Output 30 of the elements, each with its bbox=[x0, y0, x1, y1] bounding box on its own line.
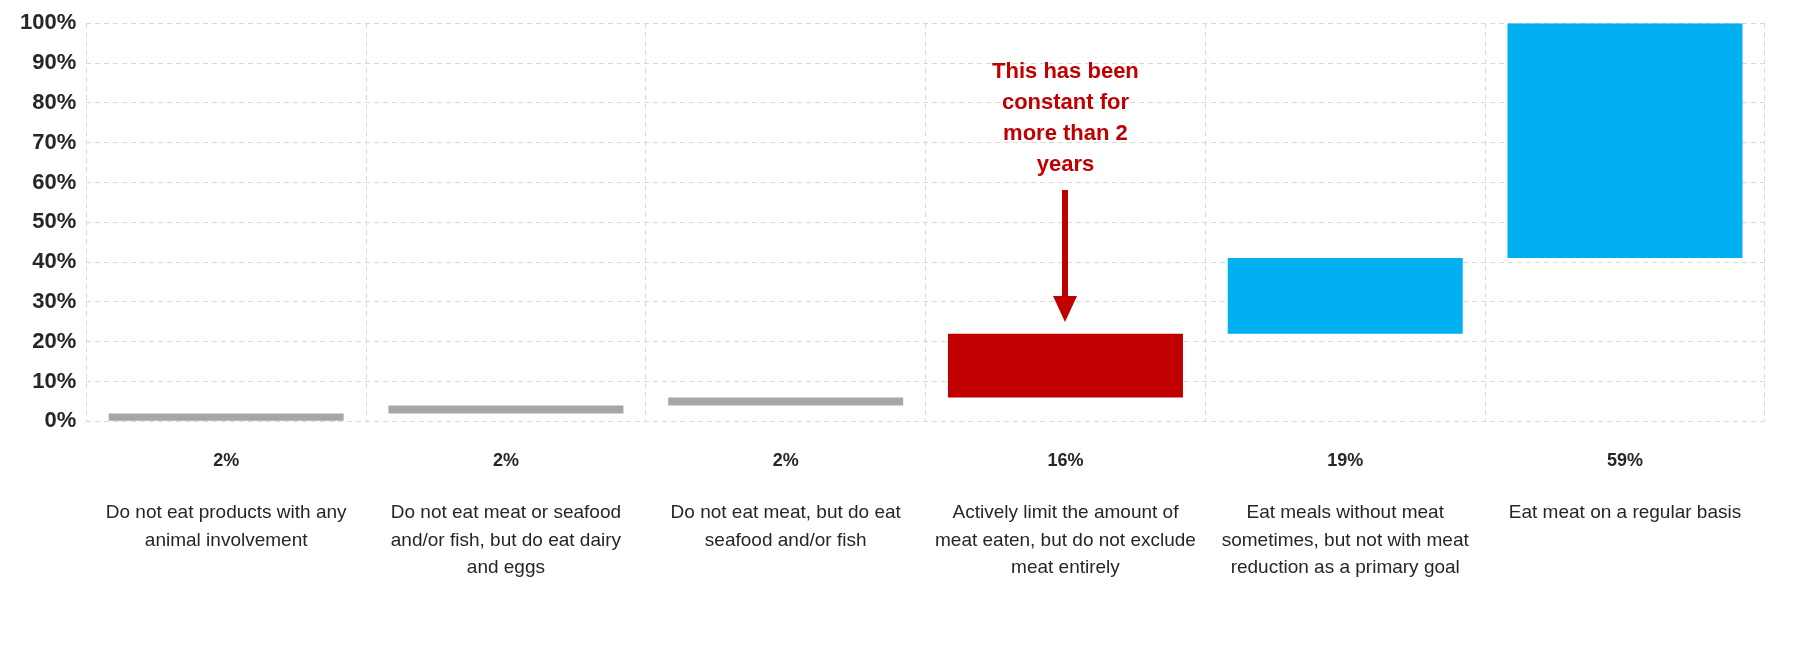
bar bbox=[388, 405, 624, 414]
x-tick-label: Eat meals without meat sometimes, but not with meat reduction as a primary goal bbox=[1221, 501, 1470, 578]
x-tick-label: Do not eat products with any animal involvement bbox=[105, 501, 348, 550]
data-label: 16% bbox=[1047, 450, 1084, 471]
x-tick-label: Do not eat meat or seafood and/or fish, but do eat dairy and eggs bbox=[390, 501, 622, 578]
x-tick-label: Actively limit the amount of meat eaten, but do not exclude meat entirely bbox=[934, 501, 1196, 578]
y-tick-label: 30% bbox=[32, 287, 77, 313]
y-tick-label: 80% bbox=[32, 88, 77, 114]
y-tick-label: 50% bbox=[32, 208, 77, 234]
y-tick-label: 40% bbox=[32, 248, 77, 274]
bar bbox=[108, 413, 344, 421]
y-tick-label: 100% bbox=[19, 9, 77, 35]
data-label: 19% bbox=[1327, 450, 1364, 471]
data-label: 2% bbox=[772, 450, 799, 471]
x-tick-label: Eat meat on a regular basis bbox=[1508, 501, 1742, 523]
y-tick-label: 70% bbox=[32, 128, 77, 154]
y-tick-label: 60% bbox=[32, 168, 77, 194]
y-tick-label: 0% bbox=[44, 407, 77, 433]
y-tick-label: 10% bbox=[32, 367, 77, 393]
y-tick-label: 90% bbox=[32, 49, 77, 75]
bar bbox=[947, 333, 1183, 398]
bar bbox=[1507, 23, 1743, 259]
x-tick-label: Do not eat meat, but do eat seafood and/or fish bbox=[670, 501, 902, 550]
bar bbox=[1227, 258, 1463, 334]
annotation: This has been constant for more than 2 years bbox=[992, 57, 1139, 176]
bar bbox=[668, 397, 904, 406]
data-label: 2% bbox=[492, 450, 519, 471]
y-tick-label: 20% bbox=[32, 327, 77, 353]
data-label: 59% bbox=[1606, 450, 1644, 471]
data-label: 2% bbox=[213, 450, 240, 471]
